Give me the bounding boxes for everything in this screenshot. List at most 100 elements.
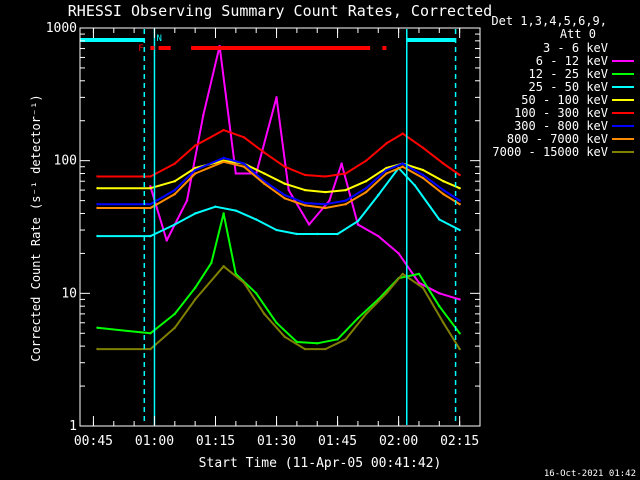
series-point-7 xyxy=(283,197,286,200)
series-point-3 xyxy=(234,209,238,212)
series-point-8 xyxy=(96,347,99,351)
legend-label: 25 - 50 keV xyxy=(529,80,608,94)
series-point-3 xyxy=(214,205,217,208)
series-point-7 xyxy=(149,206,152,210)
series-point-6 xyxy=(401,162,404,165)
series-point-5 xyxy=(96,175,99,178)
series-point-8 xyxy=(401,272,404,276)
series-point-1 xyxy=(149,185,152,188)
series-point-3 xyxy=(254,218,258,221)
series-point-5 xyxy=(149,175,152,178)
series-point-6 xyxy=(364,187,368,190)
series-point-7 xyxy=(458,202,461,206)
series-point-5 xyxy=(385,142,388,145)
series-point-1 xyxy=(234,172,238,175)
series-point-6 xyxy=(303,201,307,205)
series-point-7 xyxy=(324,206,327,210)
series-point-4 xyxy=(263,172,266,175)
legend-label: 7000 - 15000 keV xyxy=(492,145,608,159)
legend-label: 12 - 25 keV xyxy=(529,67,608,81)
series-point-8 xyxy=(344,338,347,341)
series-point-0 xyxy=(283,180,286,183)
series-point-6 xyxy=(421,173,425,177)
plot-frame xyxy=(79,27,481,427)
annotation-layer: FN xyxy=(80,29,457,425)
series-point-8 xyxy=(385,292,388,295)
y-tick-label: 10 xyxy=(61,286,77,301)
series-point-6 xyxy=(442,188,445,192)
series-point-5 xyxy=(283,165,286,168)
series-point-2 xyxy=(193,286,197,290)
series-point-7 xyxy=(344,202,347,206)
series-point-1 xyxy=(202,114,205,117)
series-point-0 xyxy=(250,153,254,157)
series-point-0 xyxy=(218,76,221,80)
legend-label: 6 - 12 keV xyxy=(536,54,608,68)
series-point-4 xyxy=(344,188,347,192)
series-point-2 xyxy=(149,332,152,335)
series-point-2 xyxy=(210,261,213,264)
x-tick-label: 01:15 xyxy=(196,434,235,449)
legend-label: 50 - 100 keV xyxy=(521,93,608,107)
series-point-2 xyxy=(254,292,258,295)
series-point-4 xyxy=(96,187,99,190)
series-point-1 xyxy=(377,234,380,238)
series-point-5 xyxy=(344,172,347,175)
series-point-5 xyxy=(364,159,368,162)
series-point-7 xyxy=(173,192,177,196)
series-point-2 xyxy=(438,304,441,308)
x-tick-label: 01:00 xyxy=(135,434,174,449)
series-point-3 xyxy=(377,193,380,197)
series-point-1 xyxy=(458,298,461,301)
series-point-7 xyxy=(401,165,404,168)
series-point-2 xyxy=(275,321,278,324)
series-point-4 xyxy=(193,166,197,170)
series-line-2 xyxy=(97,212,461,345)
y-axis-label: Corrected Count Rate (s⁻¹ detector⁻¹) xyxy=(29,94,43,361)
series-point-0 xyxy=(425,344,429,348)
series-point-1 xyxy=(287,188,290,192)
series-point-7 xyxy=(303,204,307,207)
x-tick-label: 02:00 xyxy=(379,434,418,449)
series-point-1 xyxy=(307,223,311,226)
series-point-4 xyxy=(149,187,152,190)
series-point-1 xyxy=(438,292,441,295)
series-point-2 xyxy=(336,338,339,341)
y-tick-label: 1 xyxy=(69,419,77,434)
series-point-8 xyxy=(173,326,177,329)
series-point-1 xyxy=(185,199,189,202)
series-point-0 xyxy=(185,162,189,165)
series-line-1 xyxy=(149,45,460,301)
series-point-5 xyxy=(193,144,197,147)
series-point-4 xyxy=(283,182,286,185)
series-point-3 xyxy=(316,232,319,236)
series-point-6 xyxy=(458,199,461,202)
series-point-3 xyxy=(275,228,278,232)
series-point-1 xyxy=(356,223,360,226)
series-point-1 xyxy=(275,96,278,99)
series-point-8 xyxy=(364,312,368,316)
series-point-7 xyxy=(421,176,425,180)
series-point-0 xyxy=(332,199,335,202)
series-point-6 xyxy=(96,202,99,206)
series-point-8 xyxy=(149,347,152,351)
series-point-2 xyxy=(458,332,461,335)
series-point-5 xyxy=(401,132,404,135)
x-axis-label: Start Time (11-Apr-05 00:41:42) xyxy=(199,456,442,471)
series-point-0 xyxy=(458,405,461,408)
series-point-8 xyxy=(421,286,425,290)
series-point-7 xyxy=(193,172,197,175)
series-point-4 xyxy=(364,180,368,183)
series-point-8 xyxy=(193,298,197,301)
series-point-2 xyxy=(222,212,225,215)
x-tick-label: 01:30 xyxy=(257,434,296,449)
series-point-8 xyxy=(222,265,225,268)
series-point-4 xyxy=(421,168,425,172)
y-tick-label: 1000 xyxy=(46,21,77,36)
series-point-3 xyxy=(193,212,197,215)
series-point-5 xyxy=(263,151,266,154)
series-point-0 xyxy=(368,218,372,221)
series-point-3 xyxy=(438,218,441,221)
